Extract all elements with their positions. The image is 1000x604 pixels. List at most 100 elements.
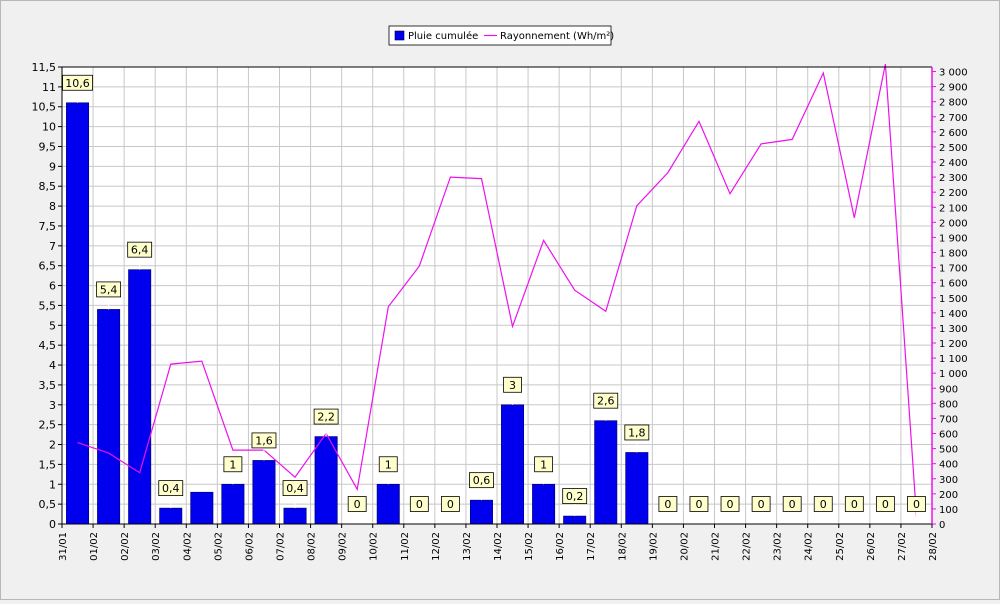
data-label: 0	[727, 498, 734, 511]
x-tick-label: 05/02	[213, 532, 224, 561]
y-right-tick-label: 400	[939, 460, 958, 471]
data-label-box	[689, 496, 709, 512]
data-label: 0	[758, 498, 765, 511]
data-label-box	[907, 496, 926, 512]
bar	[221, 483, 245, 525]
y-left-tick-label: 5	[49, 319, 56, 332]
y-left-tick-label: 11	[42, 81, 56, 94]
data-label-box	[313, 408, 339, 425]
data-label-box	[562, 488, 588, 504]
y-left-tick-label: 8,5	[39, 180, 57, 193]
y-right-tick-label: 900	[939, 384, 958, 395]
x-tick-label: 02/02	[120, 532, 131, 561]
data-label: 0,6	[473, 474, 491, 487]
y-right-tick-label: 1 300	[939, 324, 968, 335]
bar	[469, 499, 493, 525]
data-label: 1,8	[628, 426, 646, 439]
bar	[252, 460, 276, 525]
x-tick-label: 22/02	[742, 532, 753, 561]
bar	[159, 507, 183, 525]
y-right-tick-label: 2 400	[939, 158, 968, 169]
data-label: 0	[851, 498, 858, 511]
y-axis-right: 0 100 200 300 400 500 600 700 800 900 1 000 1 100 1 …	[932, 68, 968, 531]
y-axis-left: 00,511,522,533,544,555,566,577,588,599,5…	[32, 61, 62, 531]
y-left-tick-label: 10	[42, 121, 56, 134]
data-label: 0,4	[286, 482, 304, 495]
y-left-tick-label: 9,5	[39, 140, 57, 153]
x-tick-label: 04/02	[182, 532, 193, 561]
x-tick-label: 09/02	[338, 532, 349, 561]
data-label: 0	[820, 498, 827, 511]
y-right-tick-label: 0	[939, 520, 945, 531]
y-right-tick-label: 2 100	[939, 203, 968, 214]
line-rayonnement	[77, 63, 918, 517]
bar	[501, 404, 525, 525]
data-label-box	[440, 496, 460, 512]
y-right-tick-label: 1 200	[939, 339, 968, 350]
y-right-tick-label: 100	[939, 505, 958, 516]
data-label: 10,6	[65, 77, 90, 90]
x-tick-label: 26/02	[866, 532, 877, 561]
y-right-tick-label: 500	[939, 445, 958, 456]
x-tick-label: 20/02	[679, 532, 690, 561]
y-left-tick-label: 10,5	[32, 101, 57, 114]
y-right-tick-label: 1 400	[939, 309, 968, 320]
y-right-tick-label: 1 600	[939, 279, 968, 290]
data-label-box	[469, 472, 494, 489]
y-left-tick-label: 4	[49, 359, 56, 372]
x-tick-label: 13/02	[462, 532, 473, 561]
x-tick-label: 08/02	[307, 532, 318, 561]
legend: Pluie cumulée Rayonnement (Wh/m²)	[388, 25, 614, 46]
x-tick-label: 01/02	[89, 532, 100, 561]
legend-label-pluie: Pluie cumulée	[408, 30, 478, 42]
data-label-box	[503, 376, 522, 393]
legend-swatch-bar	[394, 30, 405, 41]
y-right-tick-label: 3 000	[939, 68, 968, 79]
data-label-box	[720, 496, 740, 512]
x-tick-label: 11/02	[400, 532, 411, 561]
y-left-tick-label: 5,5	[39, 299, 57, 312]
data-label: 1,6	[255, 434, 273, 447]
x-tick-label: 28/02	[928, 532, 939, 561]
y-right-tick-label: 2 600	[939, 128, 968, 139]
bar	[97, 309, 121, 525]
y-right-tick-label: 1 000	[939, 369, 968, 380]
y-right-tick-label: 300	[939, 475, 958, 486]
data-label-box	[223, 456, 243, 473]
x-tick-label: 06/02	[244, 532, 255, 561]
data-label: 0	[789, 498, 796, 511]
legend-label-rayonnement: Rayonnement (Wh/m²)	[500, 31, 614, 42]
data-label: 0	[913, 498, 920, 511]
y-right-tick-label: 800	[939, 399, 958, 410]
y-left-tick-label: 11,5	[32, 61, 57, 74]
data-label-box	[844, 496, 864, 512]
data-label-box	[658, 496, 678, 512]
bars-pluie	[66, 102, 649, 525]
data-label: 0	[882, 498, 889, 511]
x-tick-label: 31/01	[58, 532, 69, 561]
data-label-box	[347, 496, 367, 512]
y-right-tick-label: 1 500	[939, 294, 968, 305]
data-label-box	[875, 496, 895, 512]
y-right-tick-label: 200	[939, 490, 958, 501]
y-left-tick-label: 6	[49, 280, 56, 293]
data-label: 0,4	[162, 482, 180, 495]
legend-box	[388, 25, 612, 46]
y-right-tick-label: 1 700	[939, 264, 968, 275]
data-label: 5,4	[100, 283, 118, 296]
data-label-box	[593, 392, 619, 409]
y-left-tick-label: 1	[49, 478, 56, 491]
data-label: 6,4	[131, 244, 149, 257]
data-label: 1	[385, 458, 392, 471]
data-label: 0	[664, 498, 671, 511]
data-label: 0	[354, 498, 361, 511]
data-labels: 10,6 5,4 6,4 0,4 1 1,6 0,4 2,2 0 1 0 0 0,6 3 1 0,2 2,6 1,…	[62, 74, 926, 524]
data-label: 2,6	[597, 395, 615, 408]
data-label-box	[158, 480, 184, 497]
data-label: 0,2	[566, 490, 584, 503]
y-right-tick-label: 2 500	[939, 143, 968, 154]
x-tick-label: 17/02	[586, 532, 597, 561]
y-left-tick-label: 7,5	[39, 220, 57, 233]
